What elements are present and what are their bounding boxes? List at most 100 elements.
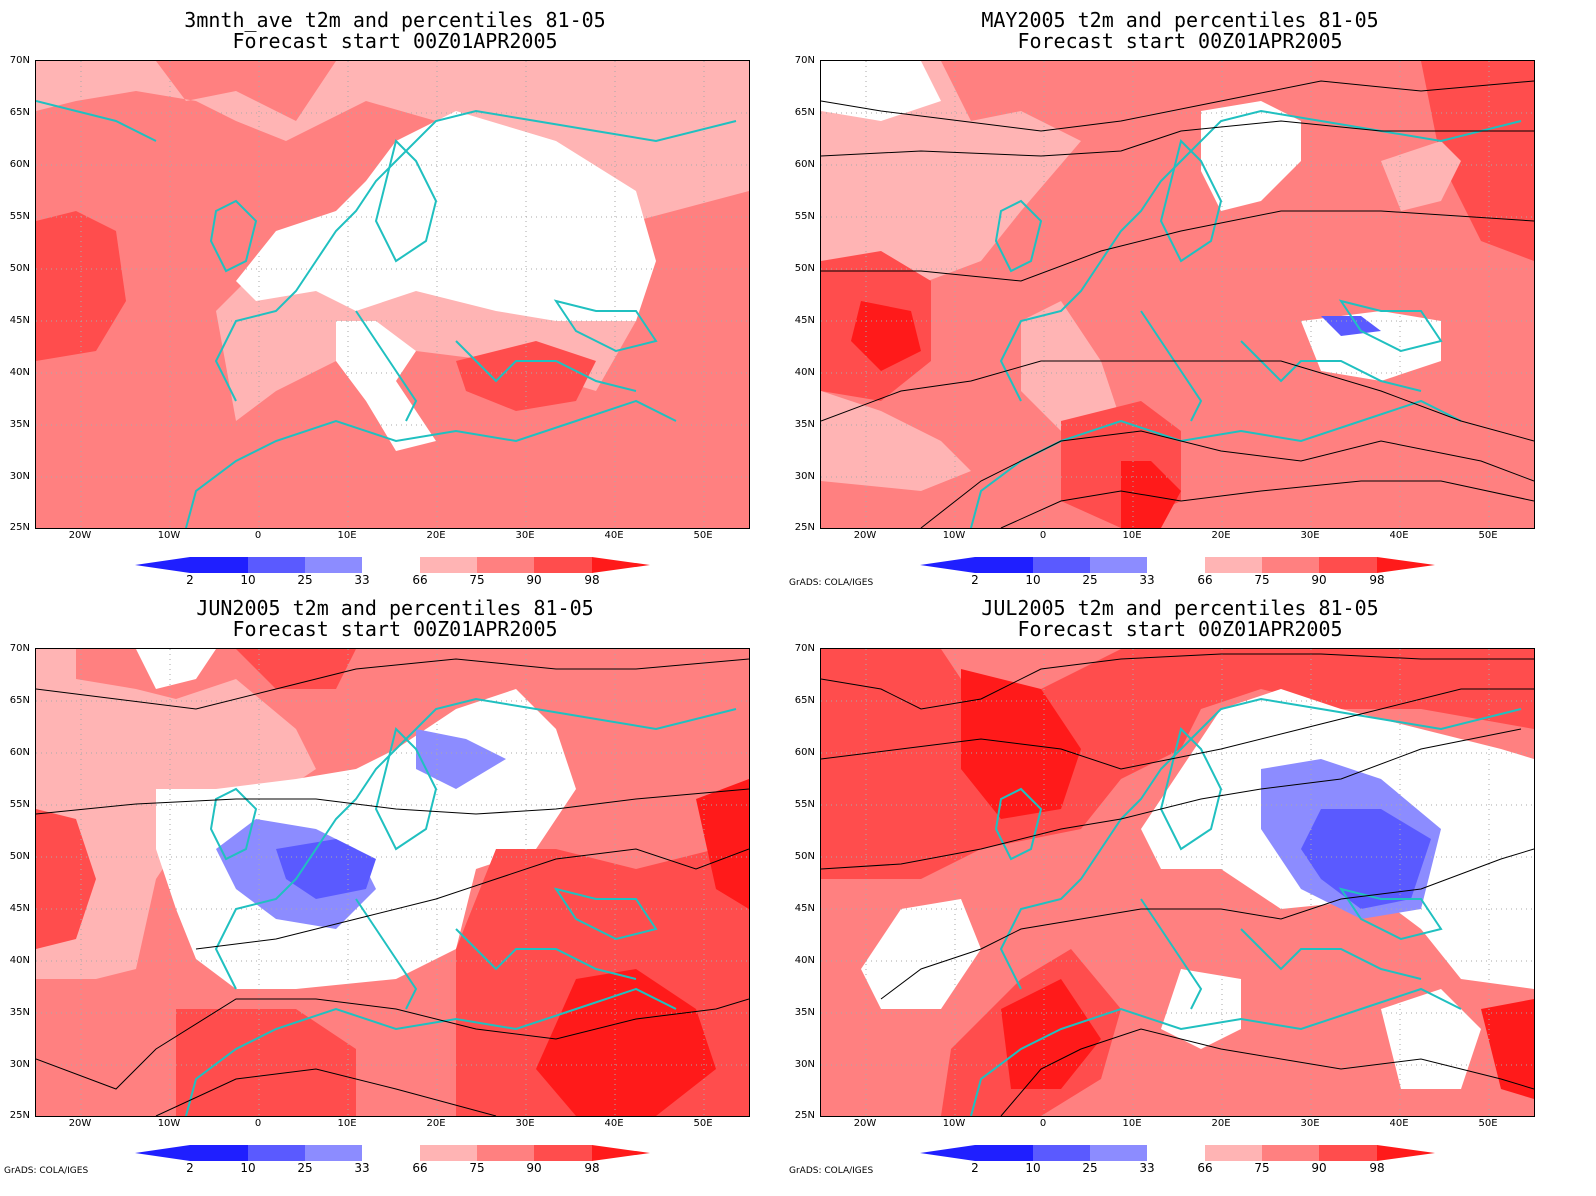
colorbar-label: 25 (1082, 1161, 1098, 1175)
percentile-field-map (36, 61, 749, 528)
colorbar-label: 10 (240, 1161, 256, 1175)
lon-label: 0 (1039, 1118, 1047, 1129)
lon-label: 30E (1300, 530, 1320, 541)
colorbar-label: 66 (1197, 1161, 1213, 1175)
panel-title-line1: MAY2005 t2m and percentiles 81-05 (981, 8, 1379, 32)
temperature-contours (821, 653, 1534, 1116)
lon-label: 30E (1300, 1118, 1320, 1129)
lat-label: 45N (9, 315, 30, 326)
lat-label: 60N (794, 747, 815, 758)
colorbar-label: 90 (526, 1161, 542, 1175)
colorbar-label: 98 (1369, 1161, 1385, 1175)
lon-label: 10W (942, 1118, 966, 1129)
lon-label: 40E (604, 530, 624, 541)
lon-label: 10W (157, 1118, 181, 1129)
map-plot-area (820, 60, 1535, 529)
lat-label: 70N (794, 55, 815, 66)
colorbar (920, 557, 1435, 573)
lat-label: 40N (9, 367, 30, 378)
map-plot-area (820, 648, 1535, 1117)
panel-title-line1: 3mnth_ave t2m and percentiles 81-05 (184, 8, 606, 32)
colorbar-label: 25 (297, 573, 313, 587)
lon-label: 0 (254, 1118, 262, 1129)
lon-label: 20E (426, 1118, 446, 1129)
lat-label: 30N (9, 1059, 30, 1070)
lat-label: 65N (794, 695, 815, 706)
lon-label: 40E (1389, 530, 1409, 541)
percentile-field-map (821, 649, 1534, 1116)
colorbar (135, 557, 650, 573)
colorbar-label: 10 (1025, 1161, 1041, 1175)
grads-credit: GrADS: COLA/IGES (789, 578, 874, 588)
lat-label: 70N (794, 643, 815, 654)
colorbar-label: 75 (1254, 573, 1270, 587)
lat-label: 60N (9, 159, 30, 170)
colorbar-label: 75 (469, 1161, 485, 1175)
lon-label: 10W (157, 530, 181, 541)
lat-label: 35N (794, 419, 815, 430)
map-panel-jun2005: JUN2005 t2m and percentiles 81-05 Foreca… (0, 588, 790, 1188)
lon-label: 20E (426, 530, 446, 541)
lat-label: 25N (9, 522, 30, 533)
panel-title-line2: Forecast start 00Z01APR2005 (1017, 617, 1343, 641)
lat-label: 35N (9, 419, 30, 430)
coastline-lines (970, 697, 1522, 1116)
colorbar-label: 2 (971, 573, 979, 587)
lat-label: 45N (9, 903, 30, 914)
colorbar-label: 66 (412, 573, 428, 587)
temperature-contours (821, 80, 1534, 528)
lon-label: 10E (1122, 1118, 1142, 1129)
colorbar-label: 33 (354, 1161, 370, 1175)
lat-label: 60N (9, 747, 30, 758)
lon-label: 20W (853, 530, 877, 541)
lon-label: 20W (853, 1118, 877, 1129)
lat-label: 25N (9, 1110, 30, 1121)
map-panel-jul2005: JUL2005 t2m and percentiles 81-05 Foreca… (785, 588, 1575, 1188)
lat-label: 65N (9, 695, 30, 706)
panel-title-line1: JUL2005 t2m and percentiles 81-05 (981, 596, 1379, 620)
colorbar-label: 98 (584, 1161, 600, 1175)
lon-label: 10E (337, 1118, 357, 1129)
lon-label: 50E (693, 1118, 713, 1129)
lon-label: 10E (1122, 530, 1142, 541)
lat-label: 50N (794, 263, 815, 274)
lat-label: 65N (794, 107, 815, 118)
lat-label: 45N (794, 315, 815, 326)
colorbar-label: 10 (1025, 573, 1041, 587)
panel-title-line2: Forecast start 00Z01APR2005 (232, 617, 558, 641)
lat-label: 70N (9, 643, 30, 654)
lon-label: 20W (68, 530, 92, 541)
lat-label: 55N (794, 799, 815, 810)
colorbar (920, 1145, 1435, 1161)
lon-label: 0 (254, 530, 262, 541)
lat-label: 35N (794, 1007, 815, 1018)
colorbar-label: 75 (469, 573, 485, 587)
lon-label: 50E (1478, 1118, 1498, 1129)
colorbar (135, 1145, 650, 1161)
lat-label: 55N (9, 799, 30, 810)
colorbar-label: 90 (1311, 1161, 1327, 1175)
lat-label: 30N (794, 471, 815, 482)
colorbar-label: 2 (186, 1161, 194, 1175)
lat-label: 65N (9, 107, 30, 118)
lon-label: 30E (515, 1118, 535, 1129)
lat-label: 70N (9, 55, 30, 66)
colorbar-label: 33 (1139, 1161, 1155, 1175)
colorbar-label: 90 (526, 573, 542, 587)
colorbar-label: 33 (354, 573, 370, 587)
lat-label: 25N (794, 522, 815, 533)
colorbar-label: 90 (1311, 573, 1327, 587)
lat-label: 30N (794, 1059, 815, 1070)
lon-label: 50E (693, 530, 713, 541)
colorbar-label: 75 (1254, 1161, 1270, 1175)
lon-label: 50E (1478, 530, 1498, 541)
lon-label: 40E (604, 1118, 624, 1129)
panel-title-line1: JUN2005 t2m and percentiles 81-05 (196, 596, 594, 620)
colorbar-label: 2 (186, 573, 194, 587)
lat-label: 40N (794, 367, 815, 378)
temperature-contours (36, 658, 749, 1116)
lon-label: 10W (942, 530, 966, 541)
map-plot-area (35, 60, 750, 529)
colorbar-label: 33 (1139, 573, 1155, 587)
lon-label: 0 (1039, 530, 1047, 541)
